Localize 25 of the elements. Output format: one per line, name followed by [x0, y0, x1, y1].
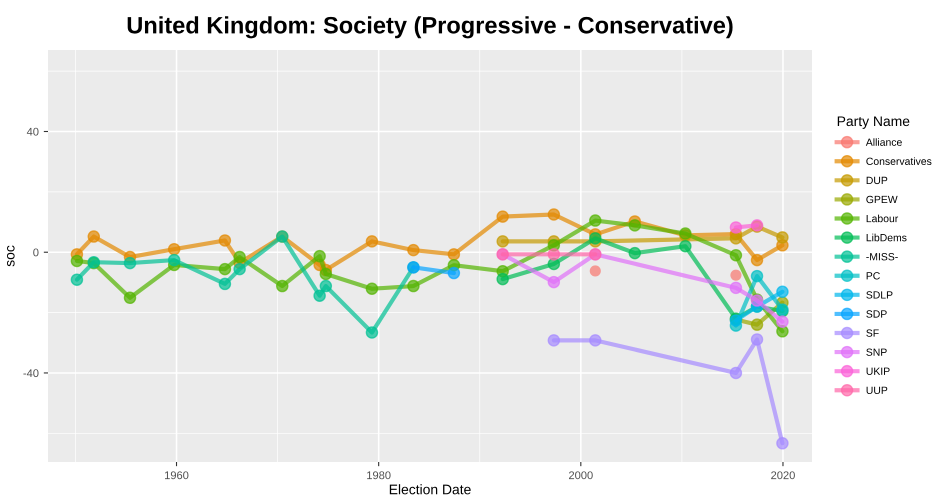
- legend-label: SF: [866, 329, 879, 337]
- legend-label: SDP: [866, 310, 887, 318]
- legend-label: GPEW: [866, 196, 898, 204]
- legend-label: LibDems: [866, 234, 907, 242]
- y-axis-title: soc: [7, 246, 15, 266]
- legend-label: DUP: [866, 176, 888, 184]
- legend-label: PC: [866, 272, 880, 280]
- legend-label: UKIP: [866, 368, 890, 375]
- y-tick-label: 0: [33, 248, 39, 256]
- chart-title: United Kingdom: Society (Progressive - Conservative): [128, 16, 733, 38]
- x-tick-label: 2020: [771, 471, 795, 480]
- legend-label: Alliance: [866, 138, 902, 146]
- y-tick-label: -40: [23, 369, 39, 378]
- legend-label: -MISS-: [866, 253, 898, 260]
- x-tick-label: 2000: [569, 471, 593, 480]
- legend-label: SNP: [866, 348, 887, 356]
- legend-title: Party Name: [838, 116, 910, 129]
- legend-label: UUP: [866, 386, 888, 394]
- x-tick-label: 1960: [165, 471, 188, 480]
- x-tick-label: 1980: [367, 471, 391, 480]
- y-tick-label: 40: [26, 128, 39, 136]
- legend-label: Conservatives: [866, 157, 932, 165]
- x-axis-title: Election Date: [390, 484, 471, 494]
- legend-label: SDLP: [866, 291, 892, 299]
- legend-label: Labour: [866, 214, 898, 222]
